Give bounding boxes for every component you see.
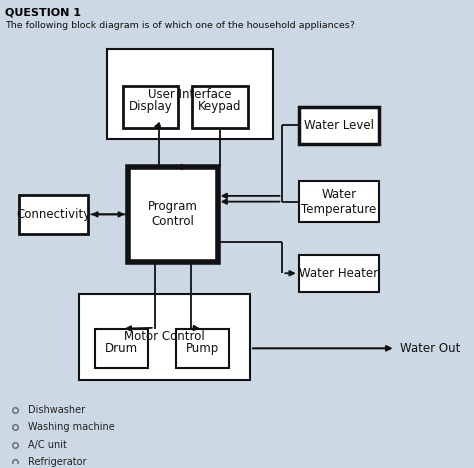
Text: Water Level: Water Level	[304, 119, 374, 132]
Text: Dishwasher: Dishwasher	[28, 404, 85, 415]
FancyBboxPatch shape	[192, 86, 248, 128]
Text: Program
Control: Program Control	[148, 200, 198, 228]
Text: Display: Display	[129, 101, 173, 113]
Text: Pump: Pump	[186, 342, 219, 355]
Text: A/C unit: A/C unit	[28, 439, 67, 450]
FancyBboxPatch shape	[123, 86, 179, 128]
FancyBboxPatch shape	[299, 107, 379, 144]
Text: Water
Temperature: Water Temperature	[301, 188, 377, 216]
Text: Drum: Drum	[105, 342, 138, 355]
FancyBboxPatch shape	[107, 49, 273, 139]
Text: Motor Control: Motor Control	[124, 330, 205, 344]
Text: Refrigerator: Refrigerator	[28, 457, 87, 467]
Text: QUESTION 1: QUESTION 1	[5, 7, 82, 18]
FancyBboxPatch shape	[79, 294, 250, 380]
FancyBboxPatch shape	[19, 195, 89, 234]
FancyBboxPatch shape	[299, 255, 379, 292]
Text: Water Heater: Water Heater	[300, 267, 379, 280]
FancyBboxPatch shape	[299, 181, 379, 222]
Text: The following block diagram is of which one of the household appliances?: The following block diagram is of which …	[5, 22, 355, 30]
Text: Washing machine: Washing machine	[28, 422, 115, 432]
FancyBboxPatch shape	[95, 329, 148, 368]
FancyBboxPatch shape	[176, 329, 229, 368]
Text: Water Out: Water Out	[400, 342, 461, 355]
Text: Connectivity: Connectivity	[17, 208, 91, 221]
Text: Keypad: Keypad	[198, 101, 242, 113]
Text: User Interface: User Interface	[148, 88, 232, 101]
FancyBboxPatch shape	[128, 167, 218, 262]
